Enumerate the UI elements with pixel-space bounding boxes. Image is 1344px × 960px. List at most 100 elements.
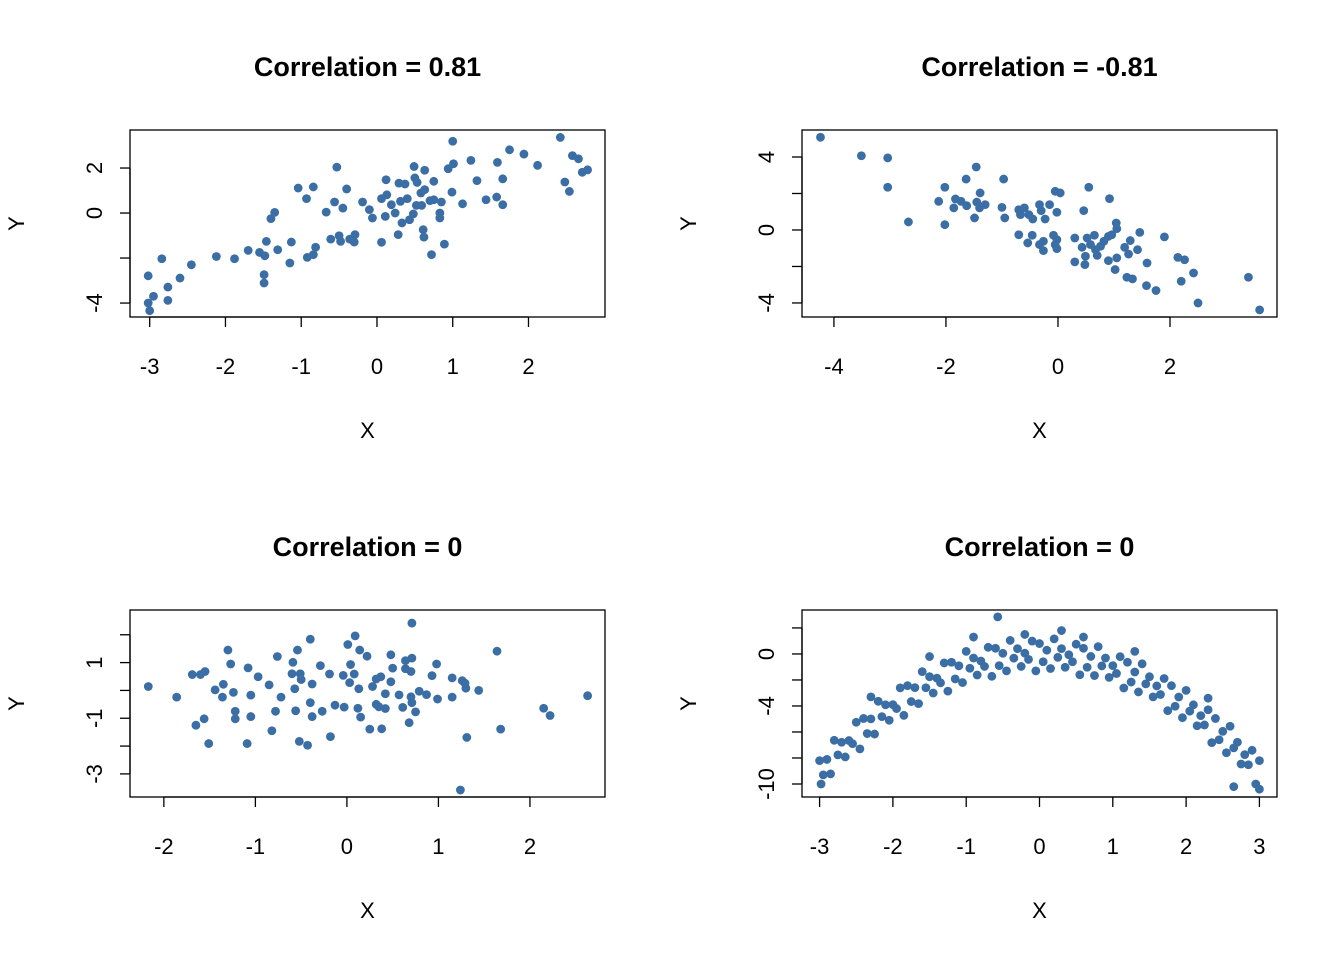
data-point xyxy=(855,744,865,754)
data-point xyxy=(1079,632,1088,642)
data-point xyxy=(436,197,446,207)
data-point xyxy=(1075,670,1085,680)
data-point xyxy=(866,714,876,724)
data-point xyxy=(396,196,405,206)
data-point xyxy=(1148,692,1158,702)
data-point xyxy=(336,236,346,246)
data-point xyxy=(291,706,301,716)
data-point xyxy=(388,663,398,673)
data-point xyxy=(447,673,457,683)
data-point xyxy=(288,657,298,667)
data-point xyxy=(321,207,331,217)
plot-frame xyxy=(801,129,1278,318)
x-tick-label: 3 xyxy=(1253,834,1265,859)
y-tick-label: -3 xyxy=(82,764,107,784)
x-axis-label: X xyxy=(1032,418,1047,443)
x-tick-label: -2 xyxy=(216,354,236,379)
data-point xyxy=(458,199,467,209)
data-point xyxy=(1115,652,1125,662)
data-point xyxy=(325,669,334,679)
data-point xyxy=(583,691,593,701)
data-point xyxy=(377,724,387,734)
data-point xyxy=(519,149,529,159)
data-point xyxy=(1244,760,1253,770)
data-point xyxy=(1108,661,1118,671)
data-point xyxy=(1142,258,1152,268)
y-axis-label: Y xyxy=(4,696,29,711)
scatter-panel-3: Correlation = 0 -2 -1 0 1 2 -3 -1 1 X Y xyxy=(4,532,606,923)
data-point xyxy=(958,678,967,687)
data-point xyxy=(1107,230,1117,240)
data-point xyxy=(1152,681,1162,691)
data-point xyxy=(816,779,826,789)
data-point xyxy=(362,651,372,661)
data-point xyxy=(1130,646,1140,656)
data-point xyxy=(412,178,422,187)
data-point xyxy=(481,195,491,205)
data-point xyxy=(303,740,312,750)
data-point xyxy=(376,672,386,682)
data-point xyxy=(474,686,484,695)
data-point xyxy=(1142,281,1151,291)
data-point xyxy=(997,202,1007,212)
data-point xyxy=(1016,210,1025,220)
x-tick-label: 1 xyxy=(432,834,444,859)
data-point xyxy=(1125,236,1135,245)
data-point xyxy=(346,660,355,669)
data-point xyxy=(1229,782,1239,791)
data-point xyxy=(356,712,366,722)
data-point xyxy=(380,704,390,713)
data-point xyxy=(273,245,283,255)
data-point xyxy=(492,646,502,656)
data-point xyxy=(917,667,927,677)
data-point xyxy=(862,729,872,738)
data-point xyxy=(429,195,439,205)
data-point xyxy=(223,645,233,655)
data-point xyxy=(326,234,336,244)
y-tick-label: 0 xyxy=(754,224,779,236)
data-point xyxy=(404,718,414,728)
data-point xyxy=(439,239,449,249)
data-point xyxy=(1176,276,1186,286)
data-point xyxy=(411,707,420,717)
data-point xyxy=(1002,666,1011,676)
x-axis-label: X xyxy=(360,418,375,443)
data-point xyxy=(1081,251,1090,261)
data-point xyxy=(1134,687,1143,697)
data-point xyxy=(1057,626,1066,635)
data-point xyxy=(218,679,228,689)
data-point xyxy=(397,218,407,228)
data-point xyxy=(1039,236,1048,246)
data-point xyxy=(1119,683,1129,693)
plot-frame xyxy=(801,609,1278,798)
data-point xyxy=(343,640,353,649)
data-point xyxy=(199,714,209,724)
data-point xyxy=(1124,249,1133,259)
data-point xyxy=(472,176,482,186)
data-point xyxy=(1027,230,1037,240)
data-point xyxy=(381,175,391,185)
data-point xyxy=(1218,726,1228,736)
data-point xyxy=(338,203,348,213)
data-point xyxy=(883,182,893,192)
data-point xyxy=(1174,692,1184,702)
data-point xyxy=(975,188,985,198)
data-point xyxy=(386,650,396,660)
data-point xyxy=(448,136,458,146)
data-point xyxy=(353,703,363,713)
data-point xyxy=(293,183,303,193)
data-point xyxy=(1244,272,1253,282)
data-point xyxy=(386,200,396,210)
x-axis-label: X xyxy=(1032,898,1047,923)
data-point xyxy=(1046,664,1055,673)
data-point xyxy=(987,671,997,681)
data-point xyxy=(358,197,367,207)
x-axis-label: X xyxy=(360,898,375,923)
data-point xyxy=(276,692,286,702)
data-point xyxy=(1080,260,1090,270)
data-point xyxy=(505,145,514,155)
data-point xyxy=(883,153,893,163)
data-point xyxy=(1103,256,1113,266)
data-point xyxy=(998,648,1008,658)
